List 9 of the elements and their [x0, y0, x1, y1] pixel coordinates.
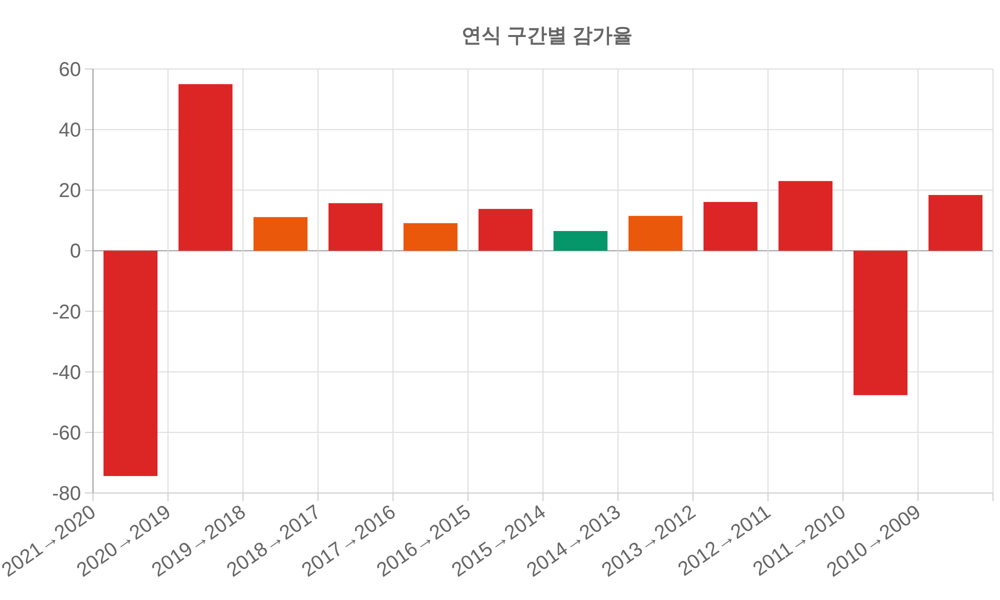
y-tick-label: 40: [58, 120, 81, 142]
y-tick-label: 20: [58, 180, 81, 202]
y-tick-label: -40: [52, 362, 81, 384]
y-tick-label: -20: [52, 301, 81, 324]
chart-title: 연식 구간별 감가율: [461, 25, 633, 47]
y-tick-label: -60: [52, 422, 81, 444]
y-tick-label: 0: [70, 240, 81, 263]
y-tick-label: -80: [52, 483, 81, 505]
y-tick-label: 60: [58, 59, 81, 81]
